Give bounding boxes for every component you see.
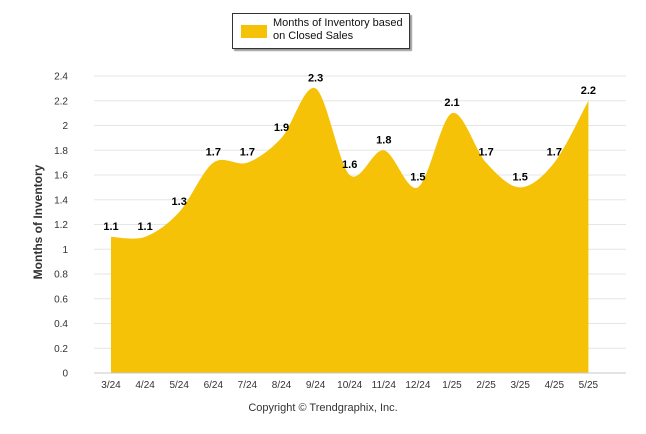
y-tick-label: 1.2 [54,220,68,231]
data-label: 1.3 [172,196,187,208]
x-tick-label: 10/24 [337,380,362,391]
legend-label: Months of Inventory based on Closed Sale… [273,17,403,42]
data-label: 1.6 [342,159,357,171]
x-tick-label: 4/25 [545,380,565,391]
x-tick-label: 2/25 [476,380,496,391]
x-tick-label: 5/24 [169,380,189,391]
y-tick-label: 0.2 [54,344,68,355]
y-tick-label: 2 [62,121,68,132]
data-label: 1.9 [274,122,289,134]
y-tick-label: 0.4 [54,319,68,330]
data-label: 1.7 [240,147,255,159]
y-tick-label: 0 [62,369,68,380]
data-label: 1.1 [137,221,152,233]
data-label: 2.1 [444,97,459,109]
x-tick-label: 8/24 [272,380,292,391]
data-label: 2.3 [308,72,323,84]
x-tick-label: 7/24 [238,380,258,391]
y-tick-label: 2.2 [54,96,68,107]
legend-swatch [241,25,267,38]
data-label: 1.7 [478,147,493,159]
copyright-text: Copyright © Trendgraphix, Inc. [248,402,398,414]
y-tick-label: 0.8 [54,270,68,281]
y-axis-title: Months of Inventory [31,164,45,279]
data-label: 1.7 [547,147,562,159]
x-tick-label: 9/24 [306,380,326,391]
x-tick-label: 6/24 [204,380,224,391]
x-tick-label: 5/25 [579,380,599,391]
data-label: 1.8 [376,134,391,146]
y-tick-label: 1.4 [54,195,68,206]
data-label: 1.7 [206,147,221,159]
y-tick-label: 2.4 [54,72,68,83]
x-tick-label: 3/24 [101,380,121,391]
data-label: 2.2 [581,85,596,97]
series-area [111,87,589,374]
x-tick-label: 3/25 [510,380,530,391]
x-tick-label: 11/24 [372,380,397,391]
legend: Months of Inventory based on Closed Sale… [232,13,410,49]
x-tick-label: 12/24 [405,380,430,391]
x-tick-label: 1/25 [442,380,462,391]
data-label: 1.1 [103,221,118,233]
data-label: 1.5 [410,171,425,183]
data-label: 1.5 [513,171,528,183]
y-tick-label: 1 [62,245,68,256]
x-tick-label: 4/24 [135,380,155,391]
y-tick-label: 1.8 [54,146,68,157]
y-tick-label: 1.6 [54,171,68,182]
y-tick-label: 0.6 [54,294,68,305]
